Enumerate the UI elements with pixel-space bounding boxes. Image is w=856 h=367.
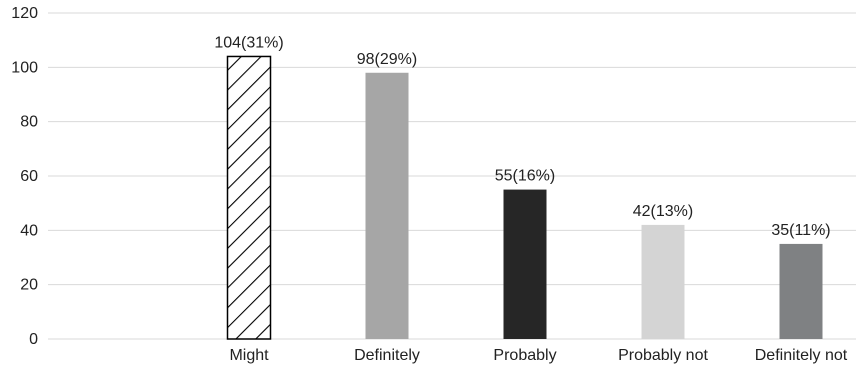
y-axis-tick-labels: 0 20 40 60 80 100 120	[11, 5, 38, 348]
x-tick-label: Definitely	[354, 347, 420, 364]
data-label: 35(11%)	[771, 222, 830, 239]
bar	[226, 55, 272, 340]
data-label: 104(31%)	[214, 34, 283, 51]
bars	[226, 55, 823, 340]
data-label: 98(29%)	[357, 51, 417, 68]
x-axis-tick-labels: Might Definitely Probably Probably not Defin…	[229, 347, 847, 364]
bar	[641, 224, 685, 339]
y-tick-label: 60	[20, 168, 38, 185]
data-label: 42(13%)	[633, 203, 693, 220]
x-tick-label: Might	[229, 347, 269, 364]
y-tick-label: 20	[20, 277, 38, 294]
x-tick-label: Probably not	[618, 347, 708, 364]
data-labels: 104(31%) 98(29%) 55(16%) 42(13%) 35(11%)	[214, 34, 830, 238]
y-tick-label: 0	[29, 331, 38, 348]
x-tick-label: Definitely not	[755, 347, 848, 364]
y-tick-label: 40	[20, 222, 38, 239]
bar	[365, 72, 409, 340]
data-label: 55(16%)	[495, 168, 555, 185]
y-tick-label: 120	[11, 5, 38, 22]
gridlines	[48, 12, 856, 340]
bar	[779, 243, 823, 339]
y-tick-label: 80	[20, 114, 38, 131]
bar	[503, 189, 547, 339]
y-tick-label: 100	[11, 59, 38, 76]
x-tick-label: Probably	[493, 347, 556, 364]
